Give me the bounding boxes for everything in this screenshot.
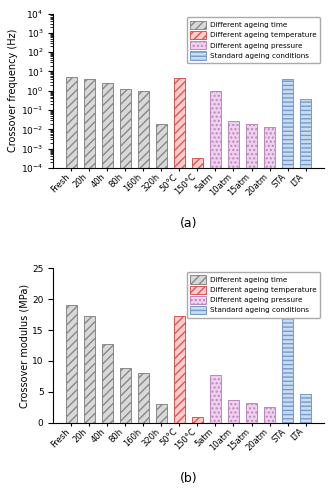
Bar xyxy=(228,120,239,500)
Bar xyxy=(246,403,257,422)
Bar xyxy=(300,99,311,500)
Bar xyxy=(102,344,113,422)
Legend: Different ageing time, Different ageing temperature, Different ageing pressure, : Different ageing time, Different ageing … xyxy=(187,17,320,63)
Text: (a): (a) xyxy=(180,218,197,230)
Bar xyxy=(174,78,185,500)
Bar xyxy=(300,394,311,422)
Bar xyxy=(120,88,131,500)
Bar xyxy=(282,79,293,500)
Bar xyxy=(192,158,203,500)
Bar xyxy=(137,90,149,500)
Text: (b): (b) xyxy=(180,472,197,485)
Bar xyxy=(174,316,185,422)
Bar xyxy=(209,90,221,500)
Bar xyxy=(120,368,131,422)
Bar xyxy=(137,372,149,422)
Bar xyxy=(156,404,167,422)
Legend: Different ageing time, Different ageing temperature, Different ageing pressure, : Different ageing time, Different ageing … xyxy=(187,272,320,318)
Bar xyxy=(66,78,77,500)
Bar xyxy=(282,316,293,422)
Y-axis label: Crossover modulus (MPa): Crossover modulus (MPa) xyxy=(19,284,29,408)
Bar xyxy=(264,127,275,500)
Bar xyxy=(246,124,257,500)
Bar xyxy=(209,375,221,422)
Bar xyxy=(228,400,239,422)
Bar xyxy=(102,83,113,500)
Bar xyxy=(264,407,275,422)
Bar xyxy=(84,316,95,422)
Y-axis label: Crossover frequency (Hz): Crossover frequency (Hz) xyxy=(8,29,18,152)
Bar xyxy=(156,124,167,500)
Bar xyxy=(192,417,203,422)
Bar xyxy=(84,79,95,500)
Bar xyxy=(66,306,77,422)
